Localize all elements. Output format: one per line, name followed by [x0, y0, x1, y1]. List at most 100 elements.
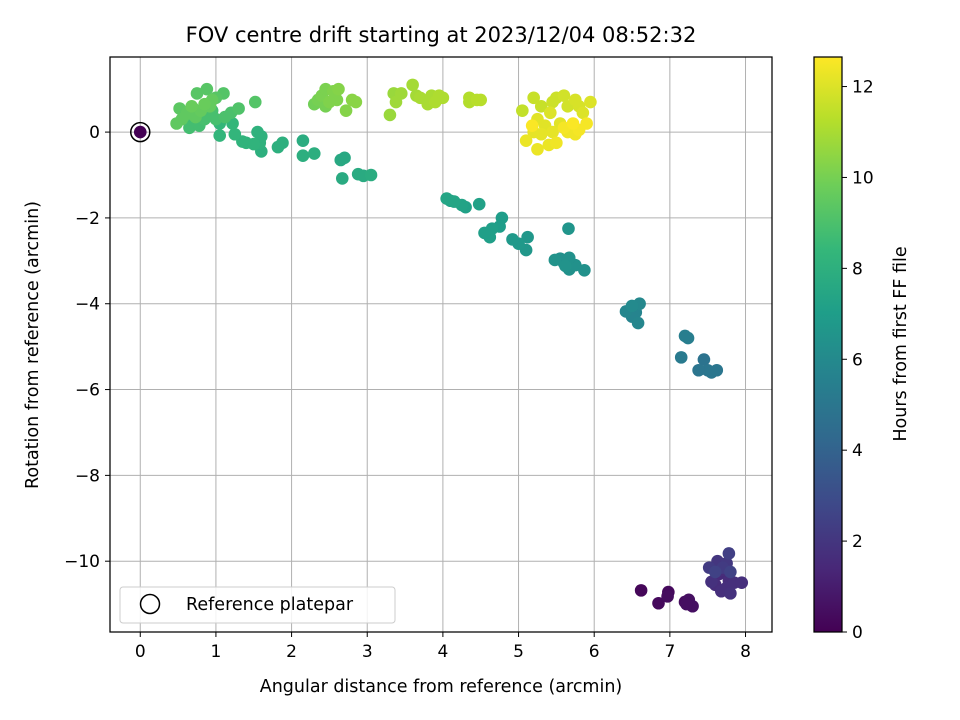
y-tick-label: −6 — [75, 381, 100, 401]
data-point — [625, 299, 639, 313]
data-point — [708, 565, 722, 579]
colorbar-tick-label: 0 — [852, 623, 863, 643]
data-point — [584, 95, 597, 109]
data-point — [724, 565, 737, 579]
data-point — [516, 104, 529, 117]
data-point — [436, 91, 450, 105]
data-point — [661, 590, 674, 603]
data-point — [332, 82, 345, 96]
data-point — [248, 95, 262, 109]
data-point — [296, 149, 310, 162]
data-point — [681, 331, 695, 345]
data-point — [631, 316, 645, 330]
data-point — [652, 596, 665, 610]
data-point — [406, 78, 419, 92]
y-tick-label: −10 — [64, 552, 100, 572]
data-point — [534, 100, 548, 113]
y-axis-ticks: 0 −2 −4 −6 −8 −10 — [64, 123, 110, 572]
data-point — [674, 351, 688, 364]
colorbar: 0 2 4 6 8 10 12 Hours from first FF file — [813, 56, 911, 643]
x-tick-label: 1 — [211, 642, 222, 662]
data-point — [323, 95, 336, 109]
data-point — [307, 147, 321, 160]
data-point — [339, 104, 353, 117]
data-point — [566, 117, 580, 130]
reference-ring — [130, 121, 151, 143]
data-point — [557, 89, 571, 102]
data-point — [519, 134, 533, 147]
data-point — [228, 127, 242, 141]
data-point — [544, 106, 557, 120]
x-tick-label: 4 — [437, 642, 448, 662]
y-axis-label: Rotation from reference (arcmin) — [23, 201, 43, 489]
data-point — [559, 259, 572, 273]
x-axis-ticks: 0 1 2 3 4 5 6 7 8 — [135, 632, 751, 662]
data-point — [531, 142, 544, 156]
scatter-points — [170, 78, 749, 613]
data-point — [521, 230, 534, 244]
x-tick-label: 5 — [513, 642, 524, 662]
data-point — [271, 140, 285, 154]
data-point — [213, 129, 227, 142]
x-tick-label: 0 — [135, 642, 146, 662]
colorbar-ticks: 0 2 4 6 8 10 12 — [842, 78, 874, 643]
data-point — [364, 168, 378, 182]
colorbar-tick-label: 8 — [852, 259, 863, 279]
data-point — [722, 547, 736, 560]
reference-marker-layer — [130, 121, 151, 143]
data-point — [680, 597, 693, 611]
x-tick-label: 6 — [589, 642, 600, 662]
legend-label: Reference platepar — [186, 595, 354, 615]
colorbar-tick-label: 12 — [852, 78, 874, 98]
data-point — [334, 153, 348, 167]
colorbar-tick-label: 6 — [852, 350, 863, 370]
x-tick-label: 7 — [664, 642, 675, 662]
x-tick-label: 2 — [286, 642, 297, 662]
data-point — [506, 233, 519, 246]
reference-point — [133, 125, 147, 139]
data-point — [200, 82, 214, 96]
data-point — [185, 100, 199, 113]
legend-reference-marker — [139, 593, 161, 615]
x-axis-label: Angular distance from reference (arcmin) — [260, 677, 623, 697]
data-point — [447, 195, 461, 208]
colorbar-bar — [813, 56, 843, 633]
data-point — [697, 353, 711, 366]
data-point — [710, 363, 724, 377]
data-point — [232, 102, 245, 115]
data-point — [296, 134, 310, 147]
data-point — [394, 87, 408, 100]
data-point — [472, 197, 486, 211]
data-point — [546, 125, 559, 139]
data-point — [527, 91, 540, 105]
data-point — [335, 172, 349, 185]
y-tick-label: −8 — [75, 466, 100, 486]
y-tick-label: −2 — [75, 209, 100, 229]
plot-frame — [109, 56, 773, 633]
data-point — [548, 253, 562, 267]
y-tick-label: 0 — [89, 123, 100, 143]
y-tick-label: −4 — [75, 295, 100, 315]
data-point — [525, 119, 539, 132]
data-point — [735, 576, 749, 589]
grid — [110, 57, 772, 632]
x-tick-label: 3 — [362, 642, 373, 662]
x-tick-label: 8 — [740, 642, 751, 662]
data-point — [578, 263, 591, 277]
data-point — [198, 97, 211, 111]
data-point — [190, 87, 204, 100]
colorbar-label: Hours from first FF file — [891, 246, 911, 441]
data-point — [634, 584, 648, 597]
data-point — [692, 363, 705, 377]
data-point — [478, 226, 491, 240]
data-point — [576, 106, 590, 120]
chart-title: FOV centre drift starting at 2023/12/04 … — [186, 23, 697, 47]
colorbar-tick-label: 10 — [852, 168, 874, 188]
data-point — [724, 587, 737, 600]
data-point — [580, 117, 593, 130]
legend: Reference platepar — [119, 586, 396, 624]
data-point — [349, 95, 363, 109]
data-point — [183, 121, 196, 135]
data-point — [705, 575, 718, 589]
data-point — [383, 108, 397, 122]
